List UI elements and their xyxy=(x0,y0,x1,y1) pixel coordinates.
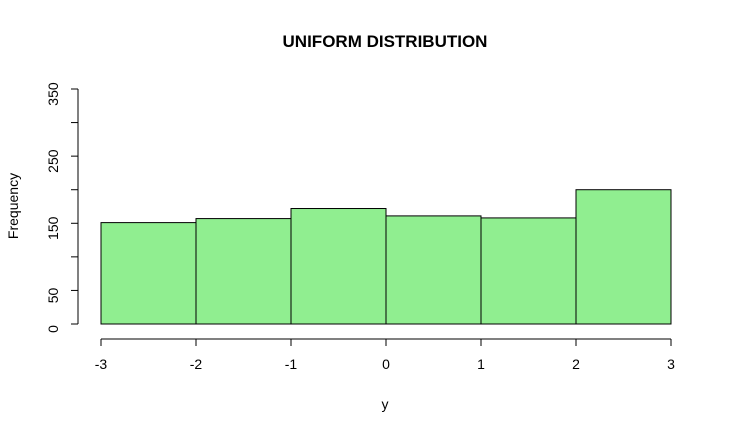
x-tick-label: 1 xyxy=(477,356,485,372)
x-tick-label: 0 xyxy=(382,356,390,372)
x-tick-label: -3 xyxy=(95,356,108,372)
x-tick-label: -1 xyxy=(285,356,298,372)
histogram-bar xyxy=(195,218,292,325)
y-tick-label: 0 xyxy=(45,325,61,333)
bars-group xyxy=(100,189,672,325)
histogram-bar xyxy=(100,222,197,325)
y-axis: 0 50 150 250 350 xyxy=(45,82,79,333)
x-axis: -3 -2 -1 0 1 2 3 xyxy=(95,338,675,372)
x-tick-label: 3 xyxy=(667,356,675,372)
x-tick-label: 2 xyxy=(572,356,580,372)
y-tick-label: 50 xyxy=(45,287,61,303)
histogram-bar xyxy=(290,208,387,325)
x-axis-label: y xyxy=(382,396,389,412)
y-tick-label: 150 xyxy=(45,216,61,240)
y-axis-label: Frequency xyxy=(5,173,21,239)
x-tick-label: -2 xyxy=(190,356,203,372)
chart-title: UNIFORM DISTRIBUTION xyxy=(283,32,488,51)
histogram-bar xyxy=(575,189,672,325)
histogram-bar xyxy=(385,215,482,325)
y-tick-label: 250 xyxy=(45,149,61,173)
y-tick-label: 350 xyxy=(45,82,61,106)
histogram-bar xyxy=(480,217,577,325)
